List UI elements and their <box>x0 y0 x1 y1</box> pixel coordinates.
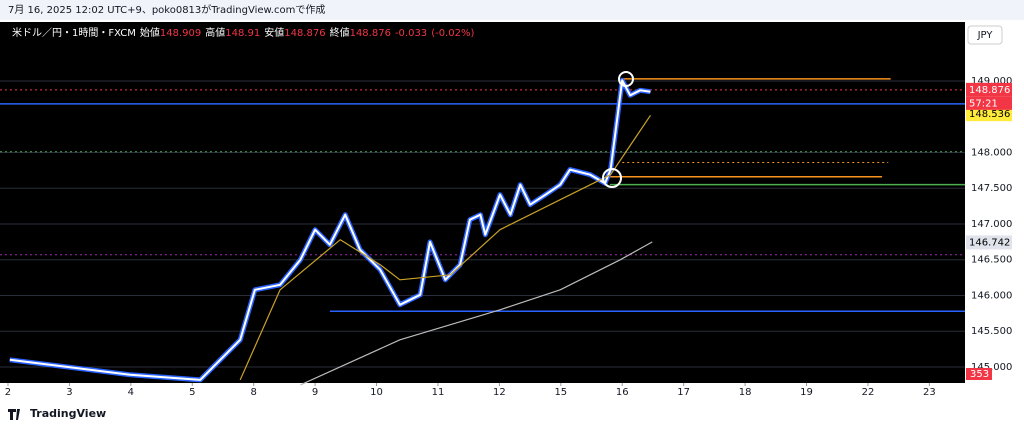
legend-item: 終値 <box>330 26 350 39</box>
y-tick-label: 147.500 <box>971 183 1012 194</box>
x-tick-label: 12 <box>493 387 506 398</box>
y-tick-label: 148.000 <box>971 147 1012 158</box>
legend-item: 安値 <box>264 26 284 39</box>
x-tick-label: 9 <box>312 387 318 398</box>
x-tick-label: 19 <box>800 387 813 398</box>
annotation-circle <box>618 71 634 87</box>
legend-item: 148.876 <box>350 28 391 39</box>
legend: 米ドル／円・1時間・FXCM 始値148.909 高値148.91 安値148.876… <box>12 26 474 39</box>
x-tick-label: 15 <box>554 387 567 398</box>
x-tick-label: 22 <box>862 387 875 398</box>
logo <box>8 409 20 420</box>
legend-item: 高値 <box>205 26 225 39</box>
countdown: 57:21 <box>969 98 998 109</box>
price-tag-label: 148.536 <box>969 109 1010 120</box>
series-line <box>9 79 651 381</box>
legend-item: 148.909 <box>160 28 201 39</box>
y-tick-label: 146.500 <box>971 255 1012 266</box>
volume-label: 353 <box>970 369 989 380</box>
price-tag-label: 148.876 <box>969 85 1010 96</box>
series-line <box>239 114 651 381</box>
legend-item: 148.876 <box>284 28 325 39</box>
legend-item: -0.033 <box>395 28 427 39</box>
y-tick-label: 145.000 <box>971 362 1012 373</box>
price-tag <box>966 235 1012 250</box>
volume-tag <box>966 368 992 380</box>
legend-item: 148.91 <box>225 28 260 39</box>
x-tick-label: 23 <box>923 387 936 398</box>
header-bar <box>0 0 1024 20</box>
footer-brand: TradingView <box>30 407 106 420</box>
currency-button[interactable] <box>967 25 1003 45</box>
legend-item: 始値 <box>140 26 160 39</box>
currency: JPY <box>977 30 994 41</box>
price-tag-label: 146.742 <box>969 237 1010 248</box>
x-tick-label: 10 <box>370 387 383 398</box>
legend-item: 米ドル／円・1時間・FXCM <box>12 26 136 39</box>
plot-bg <box>0 22 965 383</box>
y-tick-label: 149.000 <box>971 76 1012 87</box>
y-tick-label: 146.000 <box>971 290 1012 301</box>
x-tick-label: 16 <box>616 387 629 398</box>
header-text: 7月 16, 2025 12:02 UTC+9、poko0813がTrading… <box>8 3 325 16</box>
x-tick-label: 4 <box>128 387 134 398</box>
x-tick-label: 18 <box>739 387 752 398</box>
x-tick-label: 3 <box>66 387 72 398</box>
x-tick-label: 11 <box>432 387 445 398</box>
countdown-bg <box>966 96 1012 110</box>
x-tick-label: 2 <box>5 387 11 398</box>
x-tick-label: 5 <box>189 387 195 398</box>
legend-text: 米ドル／円・1時間・FXCM 始値148.909 高値148.91 安値148.876… <box>12 26 474 39</box>
series-line <box>300 241 653 386</box>
price-tag <box>966 107 1012 122</box>
price-tag <box>966 82 1012 97</box>
legend-item: (-0.02%) <box>431 28 474 39</box>
y-tick-label: 145.500 <box>971 326 1012 337</box>
x-tick-label: 8 <box>251 387 257 398</box>
y-tick-label: 147.000 <box>971 219 1012 230</box>
x-tick-label: 17 <box>677 387 690 398</box>
annotation-circle <box>602 168 622 188</box>
